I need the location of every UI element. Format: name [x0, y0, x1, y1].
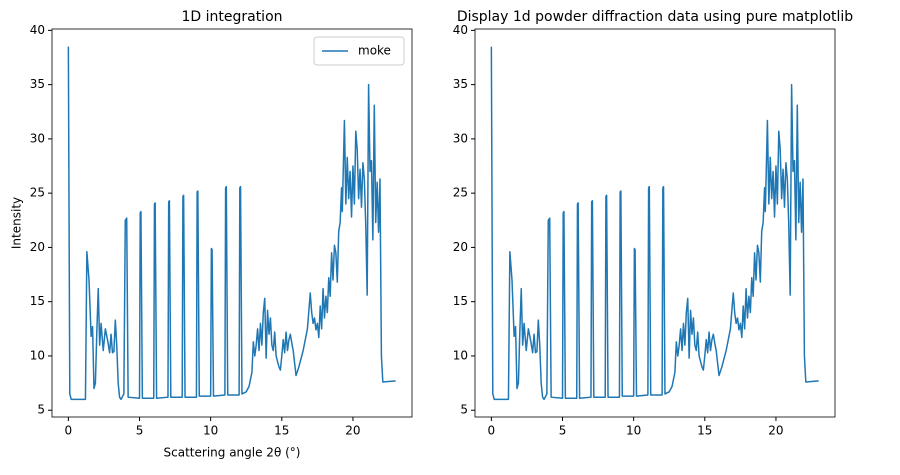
x-tick-label: 10: [203, 424, 218, 438]
x-tick-label: 15: [697, 424, 712, 438]
x-tick-label: 0: [65, 424, 73, 438]
y-tick-label: 20: [453, 240, 468, 254]
y-tick-label: 35: [30, 77, 45, 91]
legend-label: moke: [358, 44, 391, 58]
x-tick-label: 10: [626, 424, 641, 438]
y-tick-label: 10: [453, 348, 468, 362]
data-line: [490, 46, 819, 401]
plot-area: [490, 46, 819, 401]
x-tick-label: 5: [136, 424, 144, 438]
x-tick-label: 20: [345, 424, 360, 438]
x-tick-label: 0: [488, 424, 496, 438]
y-tick-label: 15: [30, 294, 45, 308]
y-tick-label: 30: [30, 131, 45, 145]
subplot: Display 1d powder diffraction data using…: [453, 9, 854, 438]
y-tick-label: 25: [30, 186, 45, 200]
chart-title: 1D integration: [181, 9, 282, 25]
y-tick-label: 20: [30, 240, 45, 254]
y-tick-label: 25: [453, 186, 468, 200]
y-tick-label: 5: [460, 403, 468, 417]
y-tick-label: 10: [30, 348, 45, 362]
axes-frame: [51, 28, 413, 418]
plot-area: [67, 46, 396, 401]
x-tick-label: 20: [768, 424, 783, 438]
y-tick-label: 5: [37, 403, 45, 417]
y-tick-label: 15: [453, 294, 468, 308]
axes-frame: [474, 28, 836, 418]
x-tick-label: 15: [274, 424, 289, 438]
chart-title: Display 1d powder diffraction data using…: [457, 9, 853, 25]
x-tick-label: 5: [559, 424, 567, 438]
y-axis-label: Intensity: [10, 197, 24, 249]
x-axis-label: Scattering angle 2θ (°): [164, 446, 301, 460]
y-tick-label: 40: [30, 23, 45, 37]
y-tick-label: 35: [453, 77, 468, 91]
subplot: 1D integration 0 5 10 15 20 5 10 15 20 25 30 35 40 Sca…: [10, 9, 413, 460]
y-tick-label: 30: [453, 131, 468, 145]
y-tick-label: 40: [453, 23, 468, 37]
legend-box: [313, 36, 405, 66]
data-line: [67, 46, 396, 401]
